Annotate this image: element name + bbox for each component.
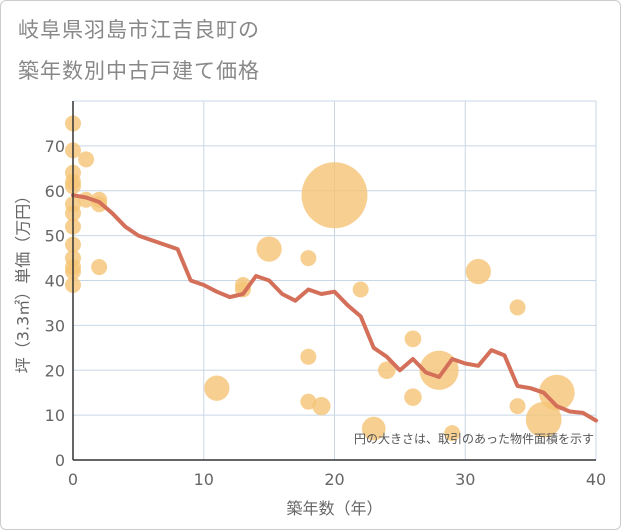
bubble-point [352,281,369,298]
y-tick-label: 0 [55,451,65,470]
chart-title-line2: 築年数別中古戸建て価格 [18,59,260,83]
y-tick-label: 70 [45,137,65,156]
bubble-point [204,375,230,401]
bubble-point [300,348,317,365]
axes [72,101,596,461]
y-tick-label: 20 [45,361,65,380]
bubble-point [404,330,422,348]
bubble-point [301,162,368,229]
x-tick-label: 40 [586,470,606,489]
bubble-point [465,258,491,285]
y-axis-label: 坪（3.3㎡）単価（万円） [14,188,33,373]
y-tick-label: 60 [45,182,65,201]
bubble-point [91,259,108,276]
bubble-point [509,299,526,316]
y-tick-label: 10 [45,406,65,425]
bubble-point [444,425,461,442]
y-tick-label: 40 [45,272,65,291]
y-tick-label: 50 [45,227,65,246]
x-tick-label: 30 [455,470,475,489]
bubble-point [78,151,95,168]
y-tick-label: 30 [45,316,65,335]
tick-labels: 0 10 20 30 40 0 10 20 30 40 50 60 70 [45,137,607,489]
x-tick-label: 20 [324,470,344,489]
x-tick-label: 0 [68,470,78,489]
bubble-series [65,115,575,442]
chart-title-line1: 岐阜県羽島市江吉良町の [18,18,260,42]
x-axis-label: 築年数（年） [286,499,382,518]
bubble-point [256,236,282,262]
bubble-point [361,416,386,441]
x-tick-label: 10 [194,470,214,489]
average-line [71,193,598,423]
bubble-point [378,361,396,380]
bubble-point [300,250,317,267]
bubble-point [509,398,526,415]
bubble-point [525,401,562,438]
bubble-point [538,374,575,411]
bubble-point [312,397,331,416]
bubble-point [404,388,422,406]
size-annotation: 円の大きさは、取引のあった物件面積を示す [354,431,594,446]
